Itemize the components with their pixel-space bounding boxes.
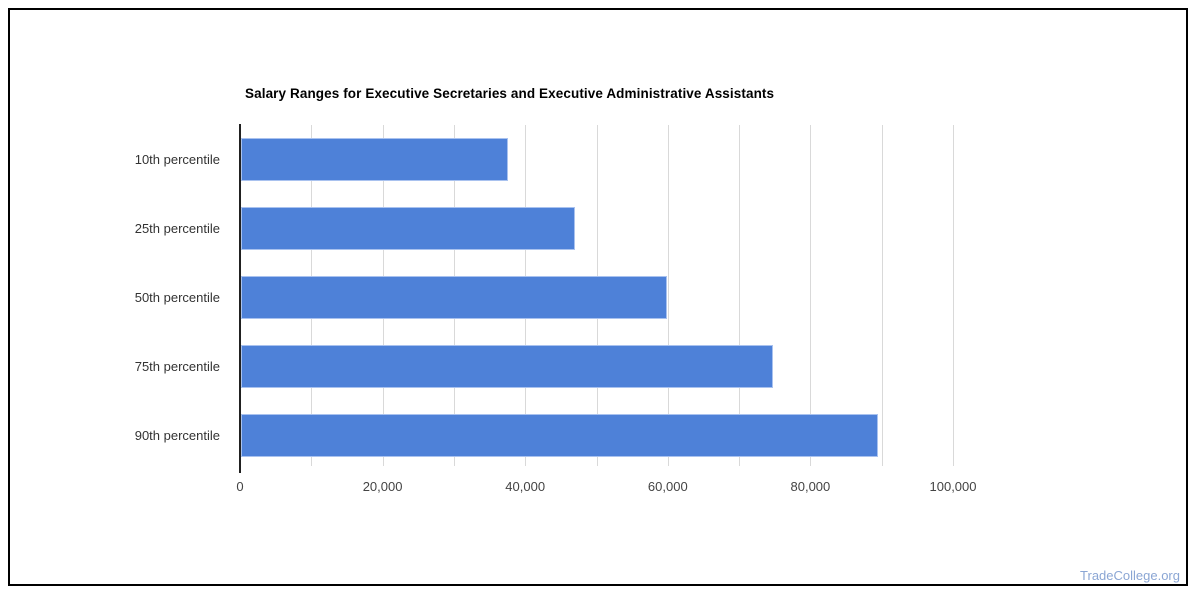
x-tick-label: 60,000 — [647, 479, 688, 494]
x-tick-label: 0 — [236, 479, 244, 494]
bar-10th-percentile — [241, 138, 508, 181]
bar-75th-percentile — [241, 345, 773, 388]
brand-watermark: TradeCollege.org — [1080, 568, 1180, 583]
gridline — [881, 125, 883, 466]
category-label: 90th percentile — [134, 428, 220, 443]
bar-25th-percentile — [241, 207, 576, 250]
y-axis-labels: 10th percentile 25th percentile 50th perce… — [0, 125, 230, 470]
gridline — [667, 125, 669, 466]
plot-area — [240, 125, 954, 470]
gridline — [739, 125, 741, 466]
x-axis-labels: 0 20,000 40,000 60,000 80,000 100,000 — [0, 479, 1200, 499]
category-label: 10th percentile — [134, 152, 220, 167]
x-tick-label: 20,000 — [362, 479, 403, 494]
x-tick-label: 100,000 — [929, 479, 977, 494]
chart-title: Salary Ranges for Executive Secretaries … — [245, 86, 775, 101]
y-axis-line — [239, 124, 241, 473]
bar-90th-percentile — [241, 414, 878, 457]
x-tick-label: 40,000 — [505, 479, 546, 494]
x-tick-label: 80,000 — [790, 479, 831, 494]
gridline — [810, 125, 812, 466]
category-label: 25th percentile — [134, 221, 220, 236]
category-label: 75th percentile — [134, 359, 220, 374]
bar-50th-percentile — [241, 276, 667, 319]
gridline — [953, 125, 954, 466]
category-label: 50th percentile — [134, 290, 220, 305]
